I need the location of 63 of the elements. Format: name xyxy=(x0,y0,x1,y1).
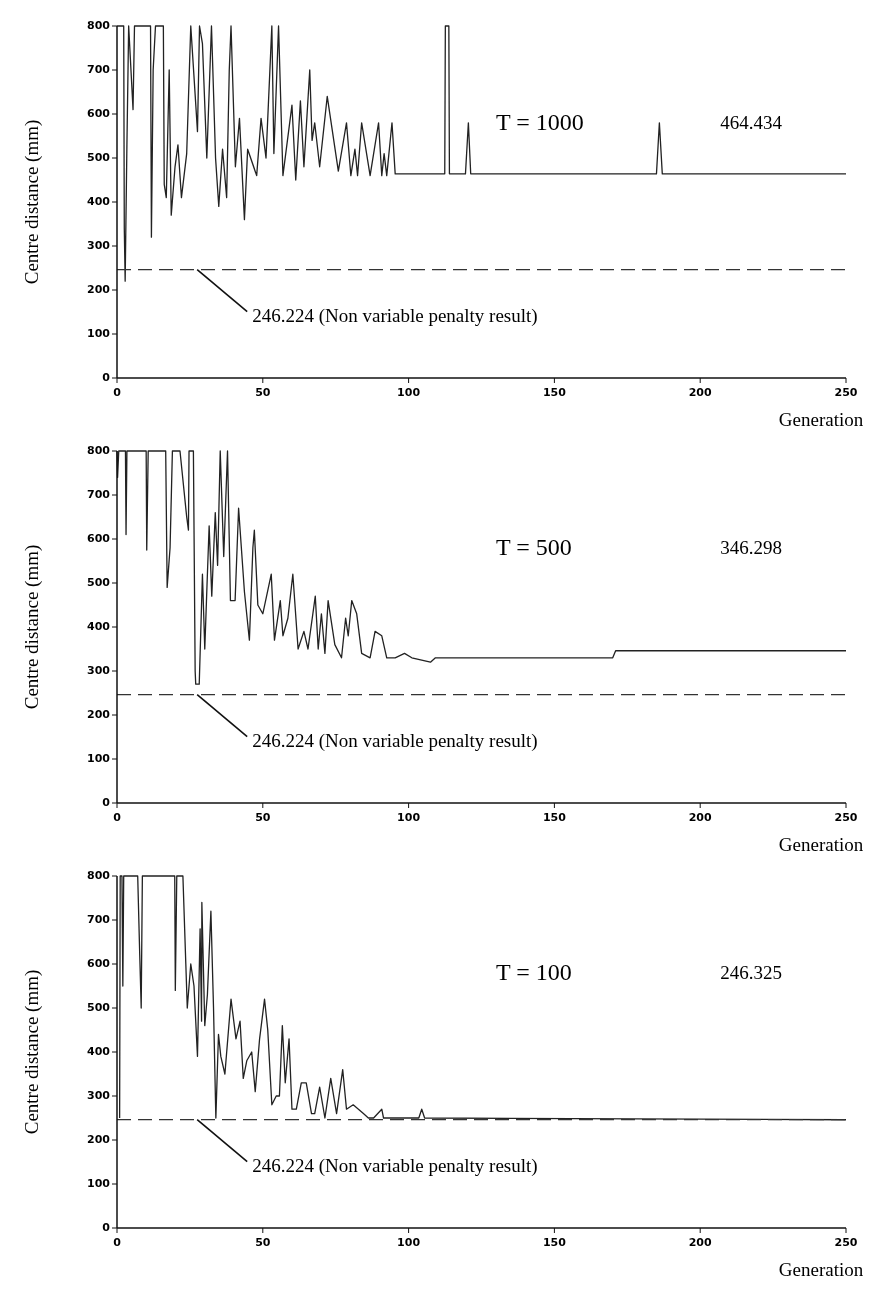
y-tick-label: 600 xyxy=(87,532,111,545)
y-tick-label: 500 xyxy=(87,1001,111,1014)
x-tick-label: 100 xyxy=(397,811,421,824)
y-axis-title: Centre distance (mm) xyxy=(21,969,43,1135)
annotation: T = 1000 xyxy=(496,109,584,136)
x-tick-label: 250 xyxy=(834,386,858,399)
x-tick-label: 150 xyxy=(542,811,567,824)
x-tick-label: 150 xyxy=(542,1236,567,1249)
y-tick-label: 700 xyxy=(87,913,111,926)
x-axis-title: Generation xyxy=(778,834,864,855)
y-tick-label: 100 xyxy=(87,752,111,765)
x-tick-label: 50 xyxy=(255,811,271,824)
y-tick-label: 100 xyxy=(87,1177,111,1190)
line-series xyxy=(118,875,847,1121)
y-tick-label: 300 xyxy=(87,239,111,252)
ref-line-label: 246.224 (Non variable penalty result) xyxy=(252,730,538,753)
y-tick-label: 400 xyxy=(87,1045,111,1058)
y-tick-label: 0 xyxy=(102,371,111,384)
x-tick-label: 200 xyxy=(688,386,713,399)
annotation: 464.434 xyxy=(720,111,783,133)
x-axis-title: Generation xyxy=(778,1259,864,1280)
y-tick-label: 300 xyxy=(87,1089,111,1102)
y-tick-label: 400 xyxy=(87,195,111,208)
x-tick-label: 250 xyxy=(834,811,858,824)
line-series xyxy=(116,25,847,282)
x-tick-label: 150 xyxy=(542,386,567,399)
x-tick-label: 100 xyxy=(397,1236,421,1249)
y-tick-label: 0 xyxy=(102,796,111,809)
y-tick-label: 700 xyxy=(87,63,111,76)
x-tick-label: 100 xyxy=(397,386,421,399)
y-tick-label: 600 xyxy=(87,107,111,120)
y-tick-label: 800 xyxy=(87,444,111,457)
annotation: 346.298 xyxy=(720,536,783,558)
x-tick-label: 0 xyxy=(113,811,122,824)
line-series xyxy=(116,450,847,685)
y-axis-title: Centre distance (mm) xyxy=(21,119,43,285)
y-tick-label: 200 xyxy=(87,1133,111,1146)
y-tick-label: 800 xyxy=(87,19,111,32)
x-tick-label: 50 xyxy=(255,1236,271,1249)
y-tick-label: 300 xyxy=(87,664,111,677)
annotation: T = 500 xyxy=(496,534,572,561)
y-tick-label: 400 xyxy=(87,620,111,633)
annotation: T = 100 xyxy=(496,959,572,986)
x-tick-label: 50 xyxy=(255,386,271,399)
ref-line-label: 246.224 (Non variable penalty result) xyxy=(252,1155,538,1178)
y-tick-label: 0 xyxy=(102,1221,111,1234)
x-tick-label: 250 xyxy=(834,1236,858,1249)
ref-line-label: 246.224 (Non variable penalty result) xyxy=(252,305,538,328)
y-tick-label: 600 xyxy=(87,957,111,970)
y-tick-label: 200 xyxy=(87,708,111,721)
y-tick-label: 700 xyxy=(87,488,111,501)
y-tick-label: 500 xyxy=(87,151,111,164)
annotation: 246.325 xyxy=(720,961,783,983)
y-tick-label: 200 xyxy=(87,283,111,296)
x-tick-label: 0 xyxy=(113,1236,122,1249)
x-tick-label: 200 xyxy=(688,811,713,824)
x-tick-label: 200 xyxy=(688,1236,713,1249)
y-tick-label: 500 xyxy=(87,576,111,589)
y-axis-title: Centre distance (mm) xyxy=(21,544,43,710)
y-tick-label: 100 xyxy=(87,327,111,340)
x-tick-label: 0 xyxy=(113,386,122,399)
y-tick-label: 800 xyxy=(87,869,111,882)
x-axis-title: Generation xyxy=(778,409,864,430)
